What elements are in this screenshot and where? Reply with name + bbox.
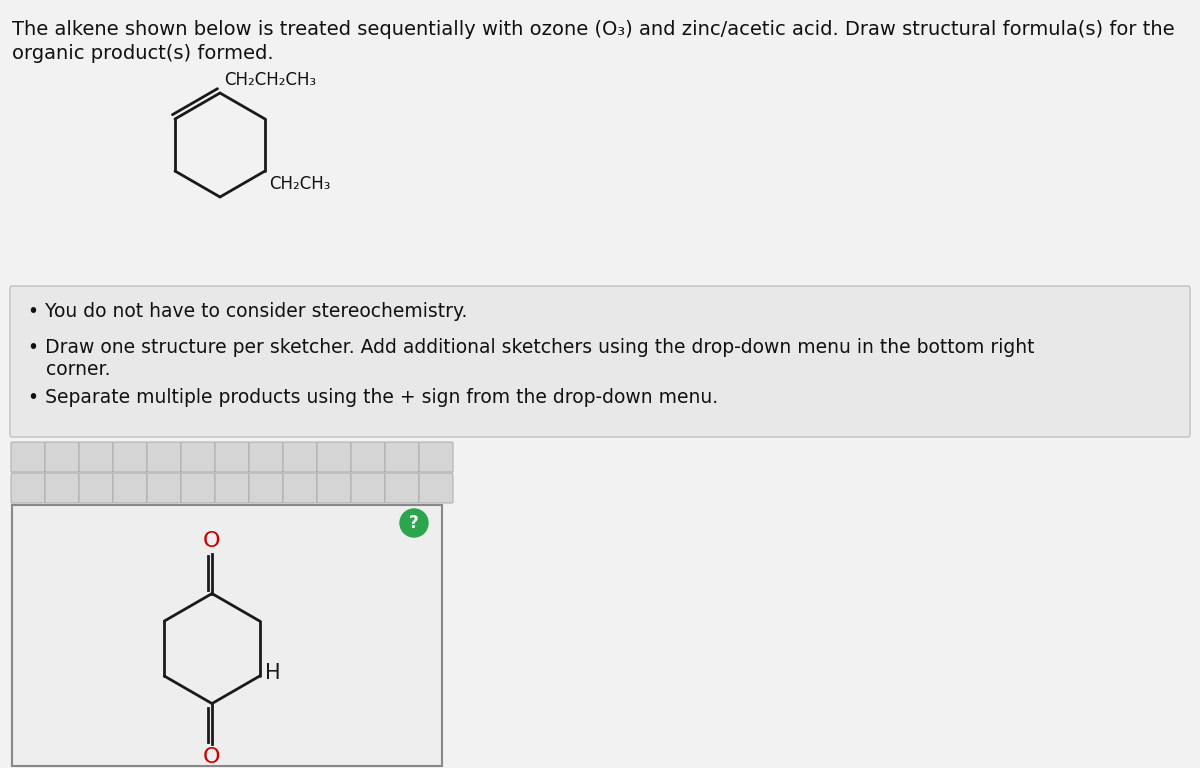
FancyBboxPatch shape (215, 442, 250, 472)
Text: CH₂CH₃: CH₂CH₃ (269, 175, 330, 193)
FancyBboxPatch shape (250, 473, 283, 503)
FancyBboxPatch shape (79, 442, 113, 472)
FancyBboxPatch shape (419, 473, 454, 503)
FancyBboxPatch shape (317, 442, 352, 472)
FancyBboxPatch shape (181, 442, 215, 472)
FancyBboxPatch shape (181, 473, 215, 503)
Text: corner.: corner. (46, 360, 110, 379)
FancyBboxPatch shape (385, 473, 419, 503)
FancyBboxPatch shape (250, 442, 283, 472)
FancyBboxPatch shape (113, 442, 148, 472)
FancyBboxPatch shape (317, 473, 352, 503)
Text: CH₂CH₂CH₃: CH₂CH₂CH₃ (224, 71, 316, 89)
FancyBboxPatch shape (11, 473, 46, 503)
FancyBboxPatch shape (46, 442, 79, 472)
Text: • Separate multiple products using the + sign from the drop-down menu.: • Separate multiple products using the +… (28, 388, 718, 407)
FancyBboxPatch shape (148, 442, 181, 472)
FancyBboxPatch shape (352, 473, 385, 503)
FancyBboxPatch shape (215, 473, 250, 503)
Text: The alkene shown below is treated sequentially with ozone (O₃) and zinc/acetic a: The alkene shown below is treated sequen… (12, 20, 1175, 39)
FancyBboxPatch shape (352, 442, 385, 472)
FancyBboxPatch shape (148, 473, 181, 503)
Text: ?: ? (409, 514, 419, 532)
FancyBboxPatch shape (419, 442, 454, 472)
Text: organic product(s) formed.: organic product(s) formed. (12, 44, 274, 63)
FancyBboxPatch shape (283, 473, 317, 503)
Text: O: O (203, 746, 221, 766)
FancyBboxPatch shape (113, 473, 148, 503)
FancyBboxPatch shape (11, 442, 46, 472)
FancyBboxPatch shape (385, 442, 419, 472)
Text: O: O (203, 531, 221, 551)
FancyBboxPatch shape (10, 286, 1190, 437)
FancyBboxPatch shape (46, 473, 79, 503)
Text: H: H (265, 663, 281, 683)
Circle shape (400, 509, 428, 537)
Text: • You do not have to consider stereochemistry.: • You do not have to consider stereochem… (28, 302, 467, 321)
Bar (12, 505, 442, 766)
FancyBboxPatch shape (283, 442, 317, 472)
FancyBboxPatch shape (79, 473, 113, 503)
Text: • Draw one structure per sketcher. Add additional sketchers using the drop-down : • Draw one structure per sketcher. Add a… (28, 338, 1034, 357)
